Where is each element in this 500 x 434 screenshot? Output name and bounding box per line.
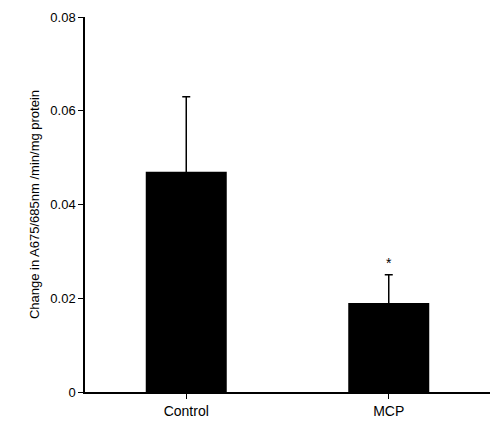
svg-text:0: 0: [68, 385, 75, 400]
svg-text:Control: Control: [164, 403, 209, 419]
svg-text:0.04: 0.04: [50, 197, 75, 212]
svg-text:0.08: 0.08: [50, 10, 75, 25]
svg-text:Change in A675/685nm /min/mg p: Change in A675/685nm /min/mg protein: [27, 90, 42, 319]
svg-text:MCP: MCP: [373, 403, 404, 419]
svg-text:0.06: 0.06: [50, 103, 75, 118]
svg-text:*: *: [386, 255, 392, 271]
svg-text:0.02: 0.02: [50, 291, 75, 306]
